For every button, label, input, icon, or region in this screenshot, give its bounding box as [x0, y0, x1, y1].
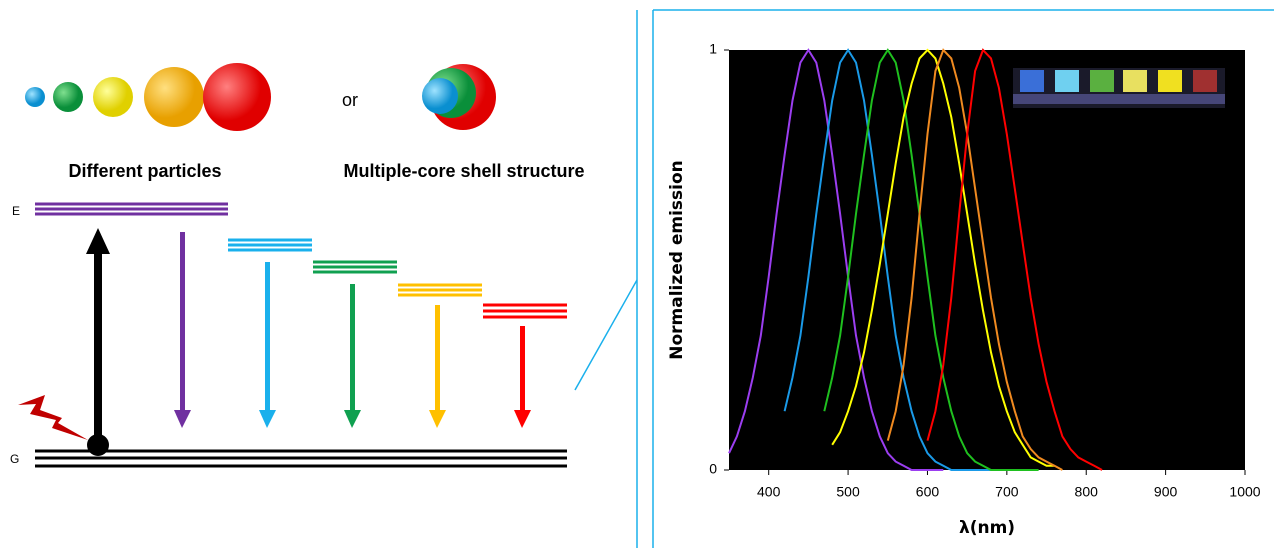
plot-area — [729, 50, 1245, 470]
x-tick-label: 900 — [1154, 484, 1178, 500]
y-tick-label: 0 — [709, 461, 717, 477]
x-tick-label: 500 — [836, 484, 860, 500]
level-label: E — [12, 204, 20, 218]
particles — [25, 63, 496, 131]
y-axis-label: Normalized emission — [667, 160, 687, 360]
x-tick-label: 700 — [995, 484, 1019, 500]
x-tick-label: 400 — [757, 484, 781, 500]
x-tick-label: 600 — [916, 484, 940, 500]
inset-photo — [1013, 68, 1225, 108]
x-axis-label: λ(nm) — [959, 518, 1015, 538]
x-tick-label: 800 — [1075, 484, 1099, 500]
y-tick-label: 1 — [709, 41, 717, 57]
energy-levels — [35, 204, 567, 466]
x-tick-label: 1000 — [1229, 484, 1260, 500]
caption: Multiple-core shell structure — [343, 161, 584, 181]
caption: Different particles — [68, 161, 221, 181]
transitions — [18, 228, 531, 456]
connector: or — [342, 90, 358, 110]
figure: or Different particles Multiple-core she… — [0, 0, 1274, 548]
level-label: G — [10, 452, 19, 466]
